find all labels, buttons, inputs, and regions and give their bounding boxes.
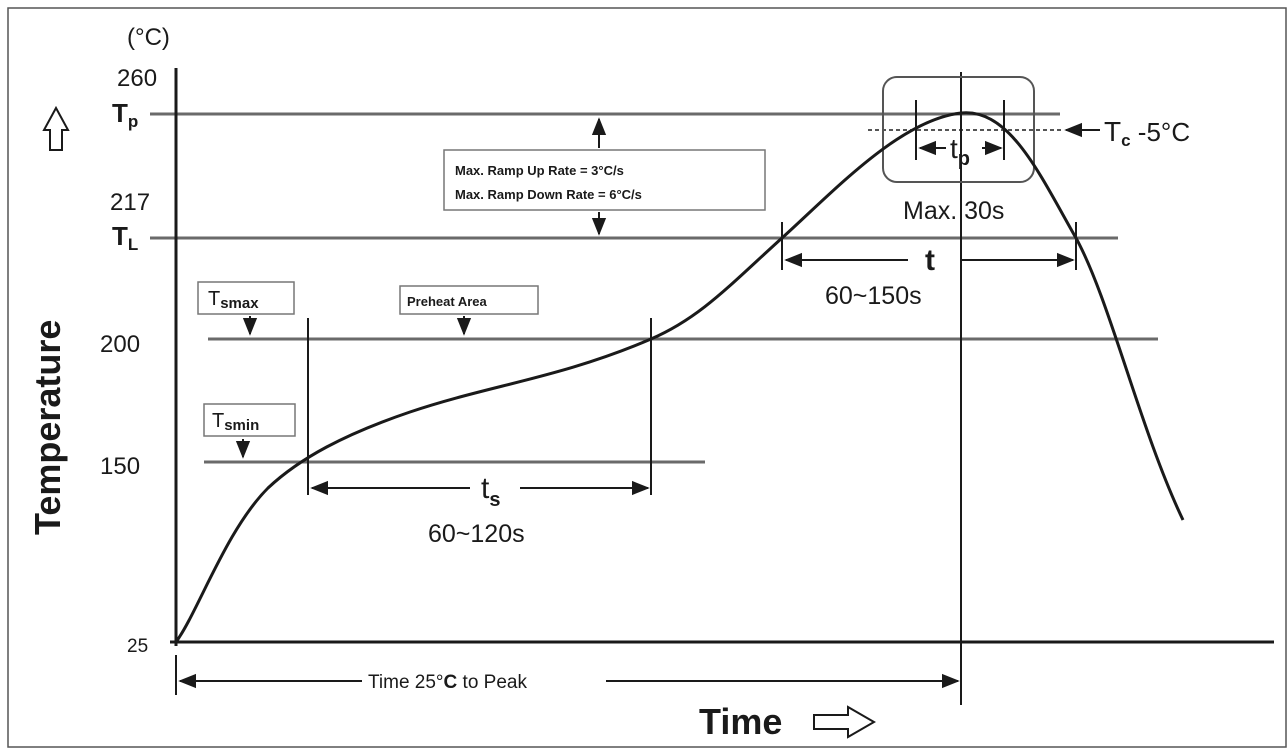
ts-sub: s [489, 489, 500, 511]
time-to-peak-suffix: to Peak [457, 672, 527, 693]
ramp-up-text: Max. Ramp Up Rate = 3°C/s [455, 163, 624, 178]
tsmin-main: T [212, 410, 224, 432]
ts-main: t [481, 472, 490, 505]
y-axis-direction-arrow-icon [42, 105, 70, 151]
time-to-peak-unit: C [444, 672, 458, 693]
figure-border [7, 7, 1287, 748]
ts-label: ts [481, 472, 500, 511]
tsmax-main: T [208, 288, 220, 310]
tick-260: 260 [117, 65, 157, 92]
tc-label: Tc -5°C [1104, 116, 1190, 150]
liquidus-time-label: t [925, 244, 935, 277]
tp-main: T [112, 98, 128, 128]
tc-main: T [1104, 116, 1121, 147]
reflow-curve [174, 111, 1185, 643]
tp-time-label: tp [950, 133, 970, 170]
x-axis-direction-arrow-icon [813, 705, 877, 739]
tp-time-sub: p [958, 148, 970, 170]
ramp-down-text: Max. Ramp Down Rate = 6°C/s [455, 187, 642, 202]
tsmax-box [197, 281, 295, 315]
ramp-rate-box [443, 149, 766, 211]
time-to-peak-label: Time 25°C to Peak [368, 672, 527, 693]
peak-time-limit: Max. 30s [903, 197, 1004, 225]
tick-200: 200 [100, 331, 140, 358]
tick-150: 150 [100, 453, 140, 480]
preheat-label: Preheat Area [407, 294, 487, 309]
tc-suffix: -5°C [1131, 117, 1191, 147]
tsmax-label: Tsmax [208, 288, 259, 312]
tp-time-main: t [950, 133, 958, 164]
x-axis-title: Time [699, 701, 782, 742]
peak-zone-box [882, 76, 1035, 183]
y-unit-label: (°C) [127, 24, 170, 51]
tp-axis-symbol: Tp [112, 98, 138, 131]
tc-sub: c [1121, 131, 1130, 150]
tsmax-sub: smax [220, 295, 259, 312]
tp-sub: p [128, 112, 138, 131]
tl-sub: L [128, 235, 138, 254]
y-axis-title: Temperature [27, 320, 68, 535]
tsmin-box [203, 403, 296, 437]
time-to-peak-prefix: Time 25° [368, 672, 444, 693]
tick-217: 217 [110, 189, 150, 216]
tsmin-sub: smin [224, 417, 259, 434]
liquidus-time-range: 60~150s [825, 282, 922, 310]
tl-main: T [112, 221, 128, 251]
tsmin-label: Tsmin [212, 410, 259, 434]
preheat-box [399, 285, 539, 315]
tick-25: 25 [127, 636, 148, 657]
ts-range: 60~120s [428, 520, 525, 548]
tl-axis-symbol: TL [112, 221, 138, 254]
